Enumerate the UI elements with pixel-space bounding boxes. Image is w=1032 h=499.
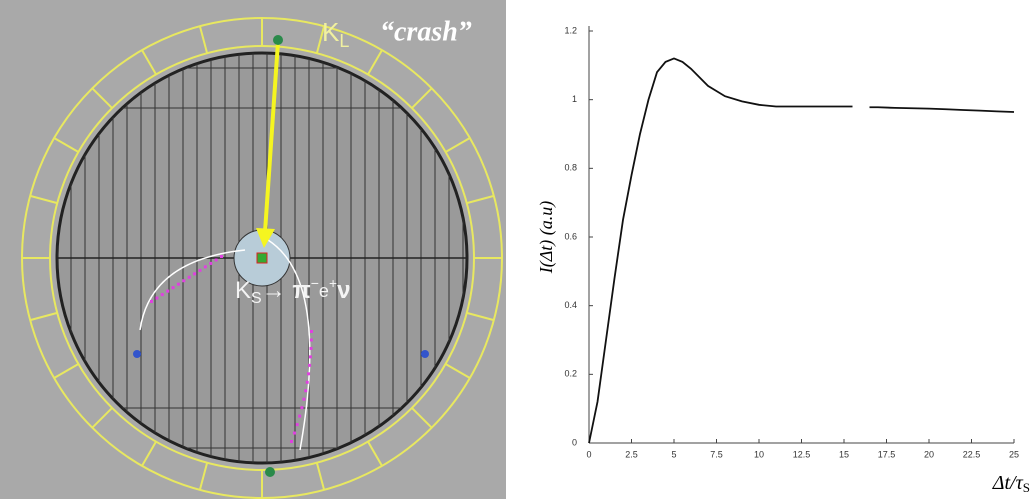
hit xyxy=(177,283,180,286)
x-tick-label: 22.5 xyxy=(963,449,981,459)
ks-sub: S xyxy=(251,290,262,307)
x-tick-label: 7.5 xyxy=(710,449,723,459)
x-label-main: Δt/τ xyxy=(992,472,1024,494)
hit xyxy=(307,372,310,375)
x-axis-label: Δt/τS xyxy=(992,472,1030,495)
y-tick-label: 1.2 xyxy=(564,25,577,35)
cluster xyxy=(265,467,275,477)
data-line xyxy=(589,58,1014,443)
y-axis-label: I(Δt) (a.u) xyxy=(536,201,557,275)
y-tick-label: 1 xyxy=(572,94,577,104)
hit xyxy=(310,338,313,341)
hit xyxy=(155,297,158,300)
x-tick-label: 2.5 xyxy=(625,449,638,459)
hit xyxy=(220,255,223,258)
chart: I(Δt) (a.u) Δt/τS 0 0.2 0.4 0.6 0.8 1 1.2 0 2.5 5… xyxy=(536,25,1030,495)
hit xyxy=(293,432,296,435)
crash-label: “crash” xyxy=(380,16,472,47)
page: {"event_display": { "kl_label": {"symbol… xyxy=(0,0,1032,499)
y-tick-label: 0 xyxy=(572,437,577,447)
y-tick-label: 0.2 xyxy=(564,369,577,379)
x-tick-label: 0 xyxy=(586,449,591,459)
decay-arrow: → π xyxy=(262,277,311,304)
cluster xyxy=(421,350,429,358)
hit xyxy=(308,364,311,367)
ks-symbol: K xyxy=(235,277,251,304)
pi-charge: − xyxy=(311,275,319,291)
kl-symbol: K xyxy=(322,17,340,47)
hit xyxy=(182,279,185,282)
hit xyxy=(290,440,293,443)
hit xyxy=(166,290,169,293)
hit xyxy=(209,262,212,265)
hit xyxy=(300,406,303,409)
x-tick-label: 20 xyxy=(924,449,934,459)
y-tick-label: 0.8 xyxy=(564,163,577,173)
neutrino: ν xyxy=(337,277,350,304)
electron: e xyxy=(319,281,329,301)
hit xyxy=(296,423,299,426)
event-display: KL “crash” KS→ π−e+ν xyxy=(0,0,506,499)
cluster xyxy=(133,350,141,358)
hit xyxy=(198,269,201,272)
e-charge: + xyxy=(329,275,337,291)
x-tick-label: 12.5 xyxy=(793,449,811,459)
hit xyxy=(310,330,313,333)
hit xyxy=(298,415,301,418)
vertex xyxy=(257,253,267,263)
x-label-sub: S xyxy=(1023,480,1030,495)
figure: KL “crash” KS→ π−e+ν I(Δt) (a.u) Δt/τS 0… xyxy=(0,0,1032,499)
hit xyxy=(309,355,312,358)
hit xyxy=(172,286,175,289)
x-tick-label: 17.5 xyxy=(878,449,896,459)
kl-sub: L xyxy=(339,31,349,51)
hit xyxy=(161,293,164,296)
y-tick-label: 0.4 xyxy=(564,300,577,310)
hit xyxy=(302,398,305,401)
hit xyxy=(204,265,207,268)
y-tick-label: 0.6 xyxy=(564,231,577,241)
x-tick-label: 15 xyxy=(839,449,849,459)
hit xyxy=(188,276,191,279)
cluster xyxy=(273,35,283,45)
hit xyxy=(310,347,313,350)
hit xyxy=(306,381,309,384)
hit xyxy=(150,300,153,303)
hit xyxy=(304,389,307,392)
hit xyxy=(193,272,196,275)
x-tick-label: 25 xyxy=(1009,449,1019,459)
x-tick-label: 10 xyxy=(754,449,764,459)
hit xyxy=(215,258,218,261)
x-tick-label: 5 xyxy=(671,449,676,459)
